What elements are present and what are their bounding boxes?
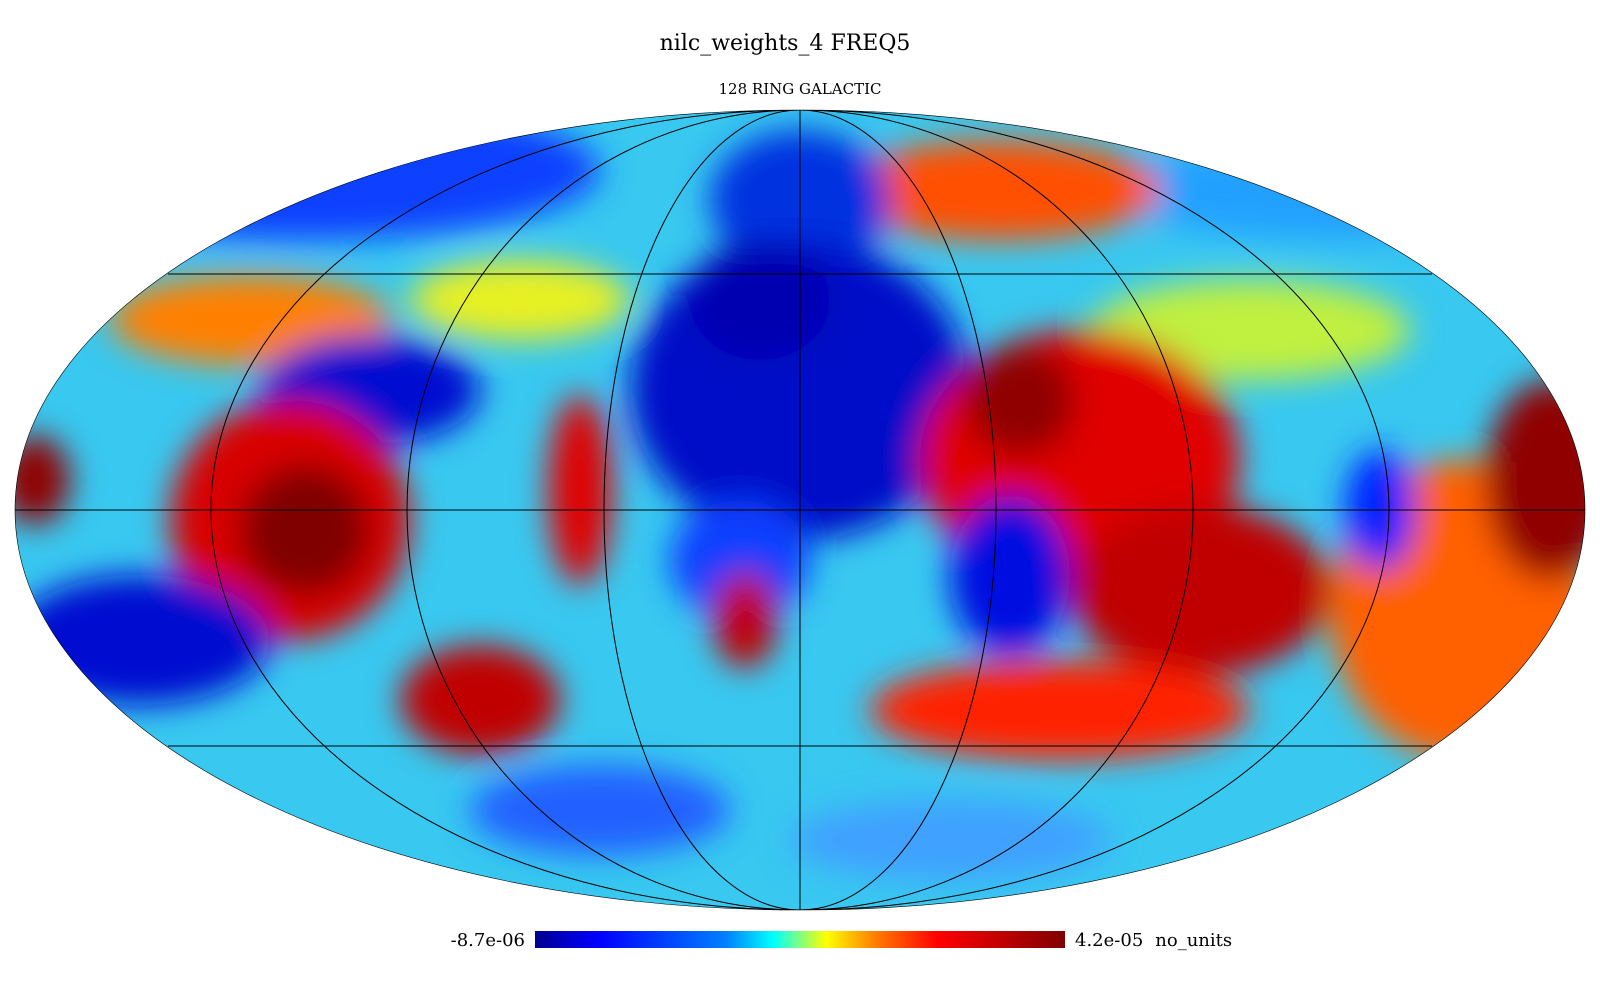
blob xyxy=(1100,140,1585,240)
sky-map xyxy=(15,110,1585,910)
blob xyxy=(240,465,370,595)
blob xyxy=(840,140,1160,240)
colorbar-unit: no_units xyxy=(1155,930,1232,951)
blob xyxy=(548,395,612,585)
colorbar-max-text: 4.2e-05 no_units xyxy=(1075,930,1232,951)
blob xyxy=(790,800,1110,880)
blob xyxy=(870,660,1250,760)
blob xyxy=(400,645,560,755)
colorbar xyxy=(535,931,1065,948)
blob xyxy=(950,495,1070,655)
blob xyxy=(690,240,830,360)
graticule xyxy=(15,110,1585,910)
map-subtitle: 128 RING GALACTIC xyxy=(719,80,882,98)
map-title: nilc_weights_4 FREQ5 xyxy=(660,31,911,56)
blob xyxy=(410,260,630,340)
blob xyxy=(713,572,777,668)
colorbar-min-label: -8.7e-06 xyxy=(451,930,525,951)
colorbar-max-label: 4.2e-05 xyxy=(1075,930,1143,951)
blob xyxy=(1070,505,1330,675)
blob xyxy=(470,765,730,855)
map-outline xyxy=(14,109,1586,911)
blob xyxy=(670,500,810,620)
blob xyxy=(15,435,70,525)
blob xyxy=(15,575,270,705)
blob xyxy=(15,110,600,240)
blob xyxy=(965,345,1075,455)
